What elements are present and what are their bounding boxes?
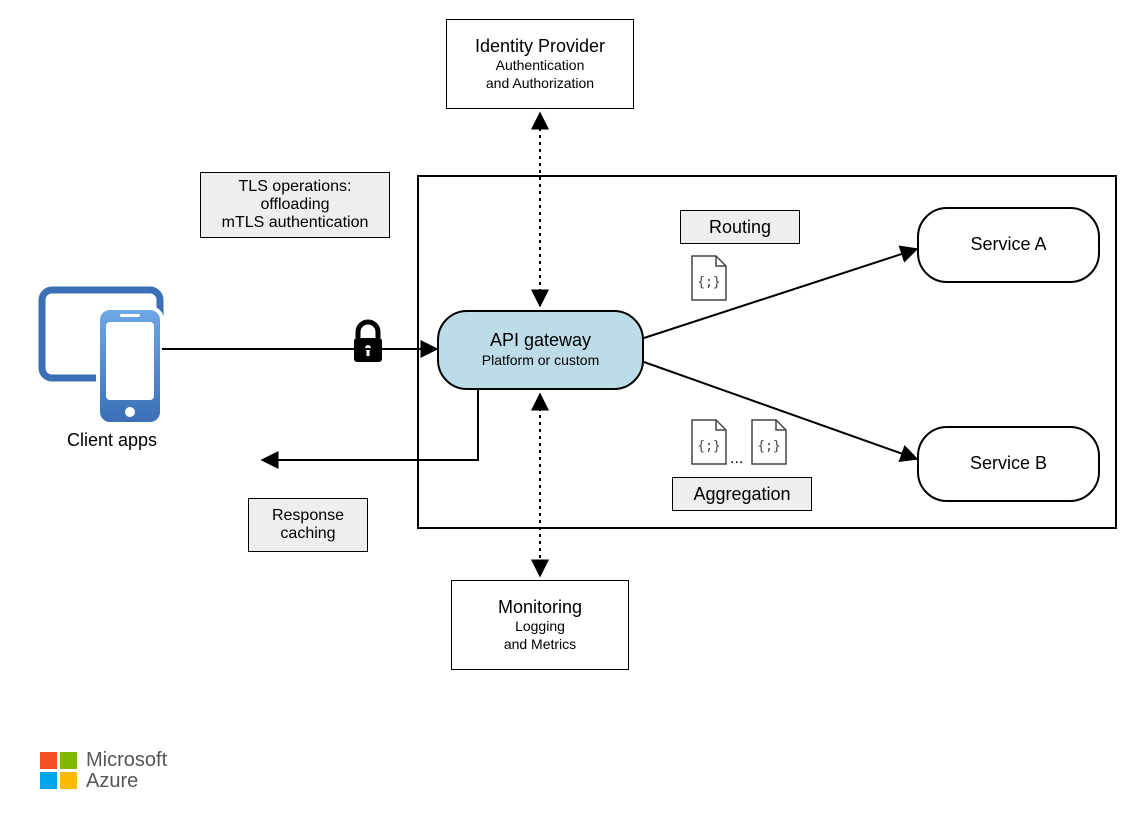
service-b-box: Service B xyxy=(917,426,1100,502)
routing-label: Routing xyxy=(709,217,771,238)
tls-line2: offloading xyxy=(260,196,329,214)
client-apps-label: Client apps xyxy=(52,430,172,451)
service-b-label: Service B xyxy=(970,453,1047,475)
aggregation-ellipsis: ... xyxy=(730,450,743,468)
api-gateway-box: API gateway Platform or custom xyxy=(437,310,644,390)
monitoring-box: Monitoring Logging and Metrics xyxy=(451,580,629,670)
identity-title: Identity Provider xyxy=(475,36,605,58)
monitoring-title: Monitoring xyxy=(498,597,582,619)
response-line2: caching xyxy=(280,525,335,543)
logo-text-1: Microsoft xyxy=(86,750,167,771)
service-a-label: Service A xyxy=(970,234,1046,256)
tls-line3: mTLS authentication xyxy=(222,214,369,232)
gateway-sub: Platform or custom xyxy=(482,352,599,370)
lock-icon xyxy=(354,322,382,362)
routing-box: Routing xyxy=(680,210,800,244)
aggregation-box: Aggregation xyxy=(672,477,812,511)
logo-text-2: Azure xyxy=(86,771,167,792)
service-a-box: Service A xyxy=(917,207,1100,283)
response-line1: Response xyxy=(272,507,344,525)
gateway-title: API gateway xyxy=(490,330,591,352)
client-devices-icon xyxy=(42,290,162,424)
azure-logo-text: Microsoft Azure xyxy=(86,750,167,792)
tls-line1: TLS operations: xyxy=(239,178,352,196)
monitoring-sub: Logging and Metrics xyxy=(504,618,576,653)
microsoft-logo-icon xyxy=(40,752,78,790)
identity-provider-box: Identity Provider Authentication and Aut… xyxy=(446,19,634,109)
tls-operations-box: TLS operations: offloading mTLS authenti… xyxy=(200,172,390,238)
aggregation-label: Aggregation xyxy=(693,484,790,505)
identity-sub: Authentication and Authorization xyxy=(486,57,594,92)
azure-logo: Microsoft Azure xyxy=(40,750,167,792)
response-caching-box: Response caching xyxy=(248,498,368,552)
